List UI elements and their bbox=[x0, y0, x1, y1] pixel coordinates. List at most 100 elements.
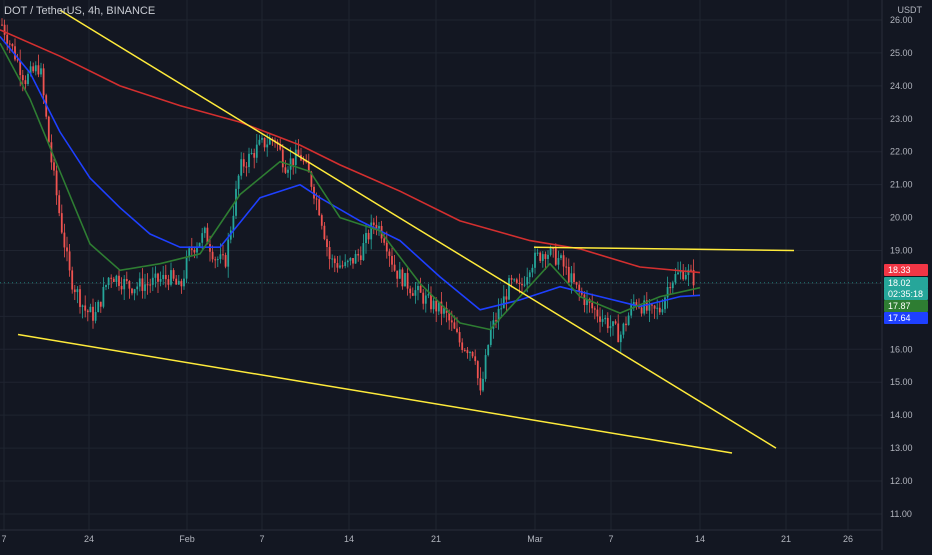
moving-average-line-1 bbox=[0, 35, 701, 311]
candle-body bbox=[120, 285, 123, 290]
candle-body bbox=[476, 361, 479, 379]
candle-body bbox=[398, 269, 401, 279]
candle-body bbox=[365, 232, 367, 244]
grid bbox=[0, 0, 882, 530]
candle-body bbox=[138, 278, 141, 287]
candle-body bbox=[144, 284, 146, 291]
candle-body bbox=[193, 249, 196, 253]
candle-body bbox=[497, 308, 500, 322]
candle-body bbox=[154, 273, 157, 278]
candle-body bbox=[643, 300, 646, 314]
candle-body bbox=[661, 309, 664, 313]
candle-body bbox=[419, 285, 422, 293]
candle-body bbox=[500, 308, 503, 310]
candle-body bbox=[352, 257, 354, 264]
candle-body bbox=[458, 332, 461, 343]
x-tick-label: 7 bbox=[608, 534, 613, 544]
candle-body bbox=[66, 247, 68, 252]
candle-body bbox=[653, 305, 656, 309]
candle-body bbox=[492, 320, 495, 329]
candle-body bbox=[648, 304, 651, 311]
moving-average-line-2 bbox=[0, 42, 701, 331]
candle-body bbox=[242, 159, 245, 167]
candle-body bbox=[614, 321, 617, 324]
y-tick-label: 19.00 bbox=[890, 246, 913, 256]
candle-body bbox=[53, 162, 55, 171]
candle-body bbox=[37, 65, 40, 75]
candle-body bbox=[456, 328, 458, 333]
candle-body bbox=[71, 270, 74, 290]
candle-body bbox=[11, 44, 14, 47]
y-tick-label: 15.00 bbox=[890, 377, 913, 387]
candle-body bbox=[515, 279, 518, 283]
candle-body bbox=[541, 254, 544, 261]
candle-body bbox=[367, 232, 370, 240]
candle-body bbox=[253, 153, 256, 158]
candle-body bbox=[42, 68, 45, 96]
candle-body bbox=[159, 279, 162, 282]
candle-body bbox=[435, 300, 438, 312]
candle-body bbox=[185, 257, 188, 279]
candle-body bbox=[294, 149, 297, 165]
candle-body bbox=[630, 304, 633, 316]
candle-body bbox=[164, 274, 167, 280]
candle-body bbox=[331, 258, 334, 260]
candle-body bbox=[216, 259, 219, 261]
price-label-box bbox=[884, 264, 928, 276]
candle-body bbox=[313, 186, 315, 199]
candle-body bbox=[1, 24, 3, 26]
candle-body bbox=[523, 284, 526, 286]
candle-body bbox=[8, 43, 11, 45]
candle-body bbox=[339, 265, 341, 268]
candle-body bbox=[320, 215, 323, 226]
candle-body bbox=[133, 289, 136, 294]
candle-body bbox=[32, 66, 35, 72]
candle-body bbox=[484, 355, 487, 379]
candle-body bbox=[666, 287, 669, 298]
candle-body bbox=[596, 309, 599, 317]
candle-body bbox=[609, 326, 612, 329]
candle-body bbox=[448, 312, 451, 321]
candle-body bbox=[560, 255, 562, 259]
candle-body bbox=[664, 297, 666, 310]
price-label-box bbox=[884, 312, 928, 324]
candle-body bbox=[206, 227, 209, 245]
x-tick-label: 14 bbox=[344, 534, 354, 544]
candle-body bbox=[318, 199, 321, 216]
candle-body bbox=[557, 258, 560, 265]
candle-body bbox=[474, 356, 477, 362]
candle-body bbox=[99, 301, 102, 307]
candle-body bbox=[105, 285, 107, 287]
candle-body bbox=[123, 278, 126, 290]
candle-body bbox=[188, 248, 191, 258]
y-tick-label: 26.00 bbox=[890, 15, 913, 25]
candle-body bbox=[372, 222, 375, 225]
trendlines bbox=[17, 9, 795, 454]
x-tick-label: 24 bbox=[84, 534, 94, 544]
candle-body bbox=[68, 251, 71, 271]
candle-body bbox=[255, 144, 258, 158]
candle-body bbox=[14, 46, 16, 60]
candle-body bbox=[263, 137, 266, 148]
candle-body bbox=[427, 294, 430, 296]
candle-body bbox=[461, 342, 464, 350]
candle-body bbox=[110, 277, 113, 279]
candle-body bbox=[518, 282, 521, 284]
candle-body bbox=[107, 277, 110, 286]
candle-body bbox=[266, 144, 269, 148]
candle-body bbox=[482, 378, 484, 391]
candle-body bbox=[232, 215, 235, 231]
candle-body bbox=[463, 349, 466, 351]
candle-body bbox=[190, 248, 193, 250]
candle-body bbox=[268, 138, 271, 145]
candle-body bbox=[21, 75, 24, 81]
candle-body bbox=[141, 278, 144, 291]
candle-body bbox=[180, 280, 183, 287]
candle-body bbox=[170, 270, 172, 285]
candle-body bbox=[175, 278, 178, 285]
y-tick-label: 14.00 bbox=[890, 410, 913, 420]
candle-body bbox=[534, 252, 536, 268]
